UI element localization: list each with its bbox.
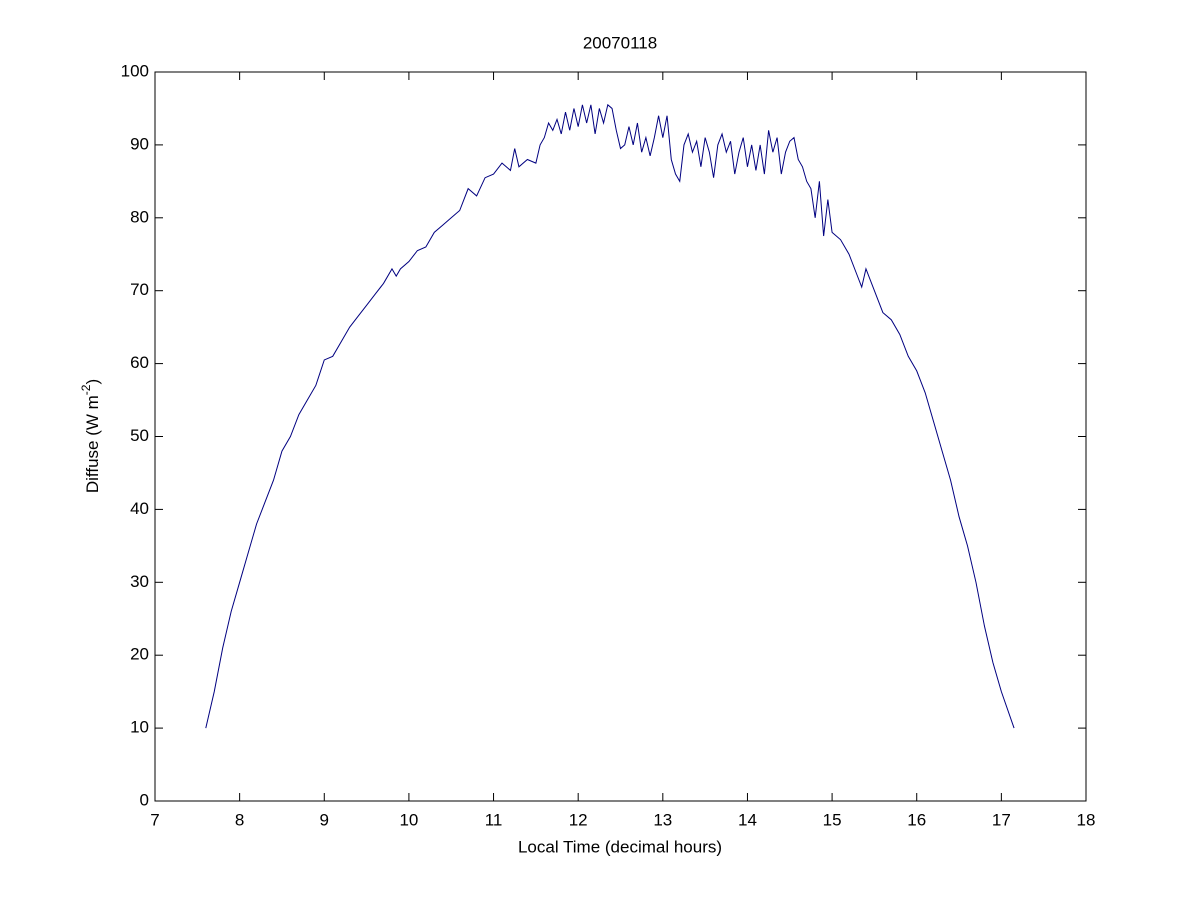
x-tick-label: 10 <box>399 810 418 829</box>
y-axis-label: Diffuse (W m-2) <box>79 379 102 493</box>
x-tick-label: 18 <box>1077 810 1096 829</box>
chart-title: 20070118 <box>583 33 657 52</box>
y-label-end: ) <box>83 379 102 385</box>
y-tick-label: 10 <box>130 718 149 737</box>
x-tick-label: 14 <box>738 810 757 829</box>
data-line <box>205 103 1015 729</box>
x-tick-label: 9 <box>320 810 329 829</box>
y-tick-label: 30 <box>130 572 149 591</box>
x-tick-label: 8 <box>235 810 244 829</box>
y-label-sup: -2 <box>79 384 93 395</box>
x-tick-label: 11 <box>485 810 503 829</box>
y-tick-label: 50 <box>130 426 149 445</box>
x-tick-label: 15 <box>823 810 842 829</box>
x-tick-label: 17 <box>992 810 1011 829</box>
y-tick-label: 40 <box>130 499 149 518</box>
x-tick-label: 12 <box>569 810 588 829</box>
y-tick-label: 90 <box>130 134 149 153</box>
y-tick-label: 100 <box>121 61 149 80</box>
y-label-text: Diffuse (W m <box>83 395 102 493</box>
y-tick-label: 0 <box>140 790 149 809</box>
y-tick-label: 80 <box>130 207 149 226</box>
y-tick-label: 60 <box>130 353 149 372</box>
y-tick-label: 70 <box>130 280 149 299</box>
x-tick-label: 16 <box>907 810 926 829</box>
x-axis-label: Local Time (decimal hours) <box>518 837 722 856</box>
x-tick-label: 13 <box>653 810 672 829</box>
x-tick-label: 7 <box>150 810 159 829</box>
y-tick-label: 20 <box>130 645 149 664</box>
